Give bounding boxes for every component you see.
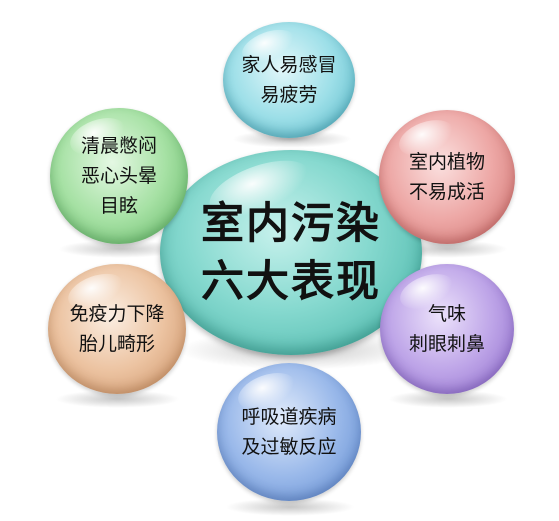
bubble-top-line-1: 家人易感冒: [241, 54, 337, 76]
top-bubble-shadow: [232, 130, 352, 148]
bubble-bottom-right: 气味 刺眼刺鼻: [380, 264, 514, 394]
bottom-left-bubble-shadow: [55, 390, 180, 408]
bubble-bottom-line-1: 呼吸道疾病: [241, 406, 337, 428]
bubble-top-right-line-1: 室内植物: [408, 151, 485, 173]
bottom-bubble-shadow: [225, 498, 355, 516]
bubble-top-left: 清晨憋闷 恶心头晕 目眩: [50, 108, 188, 244]
bubble-top-right: 室内植物 不易成活: [379, 110, 515, 244]
center-title-line-2: 六大表现: [201, 256, 381, 307]
center-title-line-1: 室内污染: [201, 198, 381, 249]
bubble-bottom-line-2: 及过敏反应: [241, 436, 337, 458]
bubble-top-left-line-1: 清晨憋闷: [80, 135, 157, 157]
center-bubble: 室内污染 六大表现: [160, 150, 422, 355]
bubble-top-left-line-3: 目眩: [99, 195, 138, 217]
bottom-right-bubble-shadow: [388, 390, 508, 408]
bubble-top-right-line-2: 不易成活: [408, 181, 485, 203]
bubble-bottom-left-line-1: 免疫力下降: [69, 303, 165, 325]
bubble-top: 家人易感冒 易疲劳: [223, 22, 355, 138]
bubble-bottom-left: 免疫力下降 胎儿畸形: [48, 264, 186, 394]
bubble-top-left-line-2: 恶心头晕: [80, 165, 157, 187]
bubble-top-line-2: 易疲劳: [260, 84, 318, 106]
bubble-bottom: 呼吸道疾病 及过敏反应: [217, 363, 361, 501]
bubble-bottom-right-line-2: 刺眼刺鼻: [408, 333, 485, 355]
bubble-bottom-right-line-1: 气味: [427, 303, 466, 325]
top-left-bubble-shadow: [58, 240, 183, 258]
bubble-bottom-left-line-2: 胎儿畸形: [78, 333, 155, 355]
